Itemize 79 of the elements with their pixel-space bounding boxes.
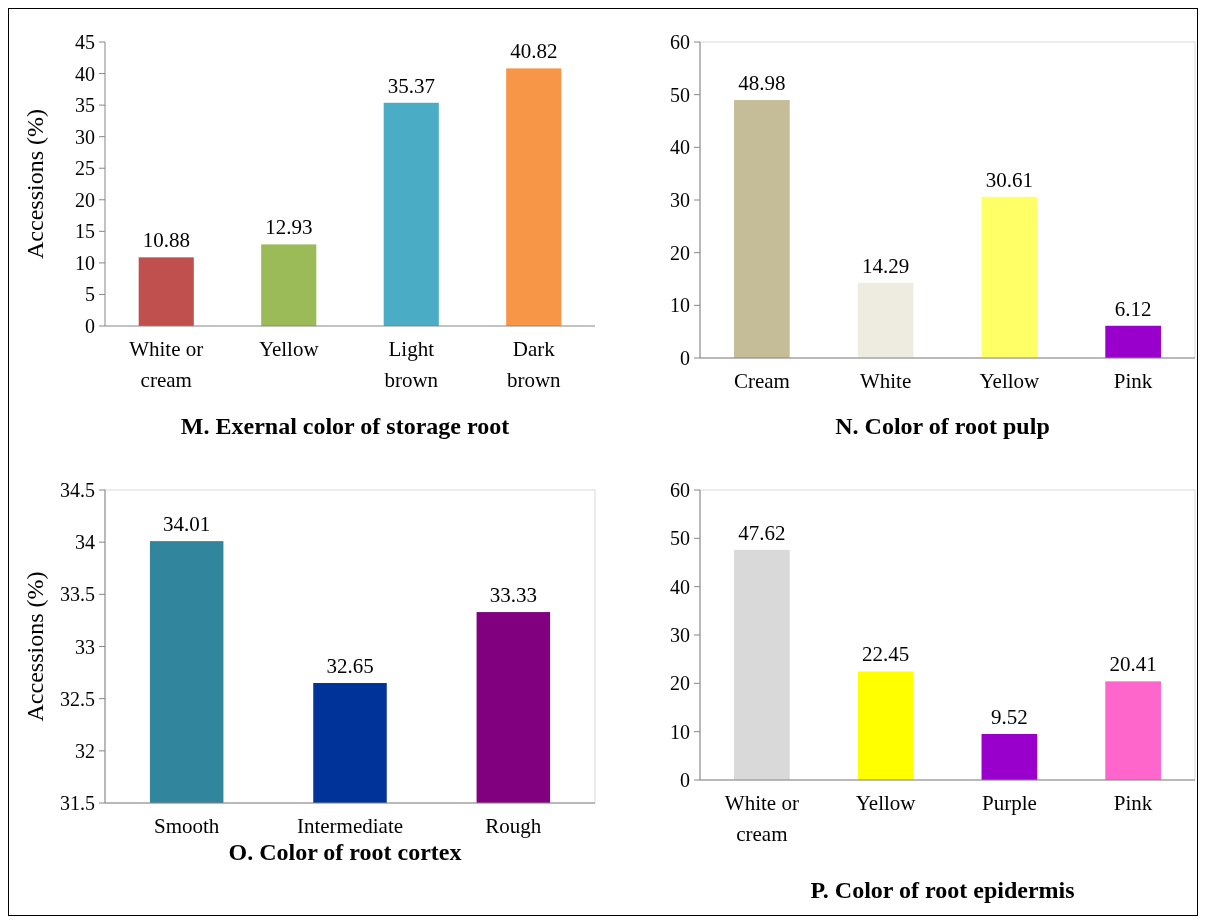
x-tick-label: Pink (1113, 369, 1153, 393)
x-tick-label: White (859, 369, 912, 393)
bar (383, 102, 439, 326)
text: P. Color of root epidermis (810, 877, 1075, 903)
bar (261, 244, 317, 326)
y-tick-label: 50 (670, 83, 690, 106)
y-tick-label: 40 (75, 62, 95, 85)
y-tick-label: 15 (75, 220, 95, 243)
x-tick-label: Cream (733, 369, 790, 393)
x-tick-label: Smooth (153, 814, 220, 838)
data-label: 14.29 (862, 253, 910, 278)
y-tick-label: 30 (670, 189, 690, 211)
bar (734, 100, 790, 358)
data-label: 12.93 (265, 215, 313, 240)
bar (506, 68, 562, 326)
data-label: 6.12 (1114, 296, 1152, 321)
x-tick-label: White or cream (129, 337, 204, 392)
y-tick-label: 34 (75, 531, 95, 554)
y-axis-title: Accessions (%) (22, 571, 48, 722)
y-tick-label: 32.5 (60, 687, 95, 710)
x-tick-label: Light brown (384, 337, 439, 392)
x-tick-label: Purple (981, 791, 1037, 815)
x-tick-label: Yellow (855, 791, 917, 815)
x-tick-label: Pink (1113, 791, 1153, 815)
y-tick-label: 34.5 (60, 479, 95, 501)
data-label: 34.01 (163, 512, 211, 537)
y-tick-label: 60 (670, 31, 690, 53)
data-label: 47.62 (738, 520, 786, 545)
bar (138, 257, 194, 326)
y-tick-label: 0 (85, 315, 95, 337)
y-tick-label: 40 (670, 575, 690, 598)
bar (857, 282, 914, 358)
data-label: 35.37 (387, 73, 435, 98)
data-label: 9.52 (991, 704, 1028, 729)
y-tick-label: 33.5 (60, 583, 95, 606)
data-label: 32.65 (326, 654, 374, 679)
y-tick-label: 60 (670, 479, 690, 501)
x-tick-label: Yellow (979, 369, 1041, 393)
y-axis-title: Accessions (%) (22, 109, 48, 259)
y-tick-label: 45 (75, 31, 95, 53)
x-tick-label: Intermediate (296, 814, 404, 838)
y-tick-label: 20 (75, 188, 95, 211)
bar (857, 671, 914, 780)
text: M. Exernal color of storage root (180, 413, 510, 439)
y-tick-label: 10 (670, 294, 690, 317)
bar (981, 196, 1038, 358)
data-label: 40.82 (510, 39, 558, 64)
bar (734, 549, 790, 780)
data-label: 33.33 (489, 583, 537, 608)
text: N. Color of root pulp (835, 413, 1050, 439)
y-tick-label: 50 (670, 527, 690, 550)
bar (1105, 325, 1161, 358)
y-tick-label: 10 (75, 251, 95, 274)
bar (1105, 681, 1161, 780)
y-tick-label: 32 (75, 739, 95, 762)
x-tick-label: Dark brown (506, 337, 562, 392)
y-tick-label: 30 (670, 624, 690, 646)
y-tick-label: 20 (670, 672, 690, 695)
y-tick-label: 35 (75, 94, 95, 117)
y-tick-label: 10 (670, 720, 690, 743)
y-tick-label: 20 (670, 241, 690, 264)
text: O. Color of root cortex (228, 839, 462, 865)
data-label: 22.45 (862, 642, 910, 667)
bar (981, 733, 1038, 780)
data-label: 10.88 (142, 228, 190, 253)
y-tick-label: 33 (75, 635, 95, 658)
data-label: 30.61 (985, 167, 1033, 192)
y-tick-label: 25 (75, 157, 95, 180)
x-tick-label: Yellow (258, 337, 320, 361)
y-tick-label: 0 (680, 769, 690, 791)
data-label: 20.41 (1109, 652, 1157, 677)
y-tick-label: 5 (85, 283, 95, 306)
y-tick-label: 40 (670, 136, 690, 159)
data-label: 48.98 (738, 71, 786, 96)
y-tick-label: 31.5 (60, 792, 95, 814)
y-tick-label: 0 (680, 347, 690, 369)
y-tick-label: 30 (75, 125, 95, 148)
x-tick-label: Rough (485, 814, 542, 838)
x-tick-label: White or cream (724, 791, 799, 846)
